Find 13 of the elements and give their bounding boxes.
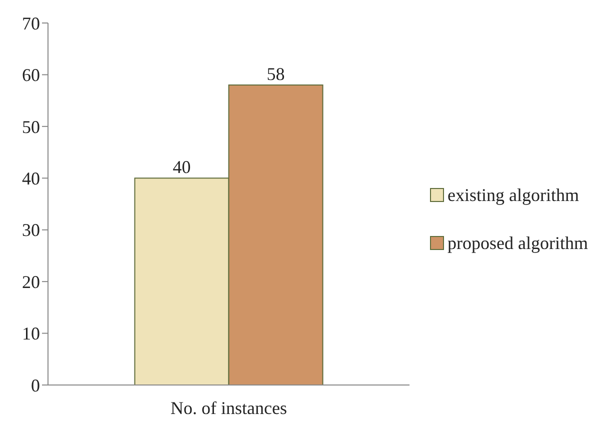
y-tick-label: 50 — [22, 116, 40, 137]
y-tick-label: 0 — [31, 375, 40, 396]
x-tick-label: No. of instances — [170, 398, 287, 418]
y-tick-label: 60 — [22, 65, 40, 86]
y-tick-label: 70 — [22, 13, 40, 34]
y-tick-label: 20 — [22, 272, 40, 292]
y-tick-label: 40 — [22, 168, 40, 189]
legend-label: proposed algorithm — [448, 232, 588, 254]
y-tick-label: 10 — [22, 324, 40, 344]
y-tick-label: 30 — [22, 220, 40, 240]
data-label: 40 — [172, 157, 191, 178]
legend-label: existing algorithm — [448, 184, 579, 206]
data-label: 58 — [266, 64, 285, 84]
